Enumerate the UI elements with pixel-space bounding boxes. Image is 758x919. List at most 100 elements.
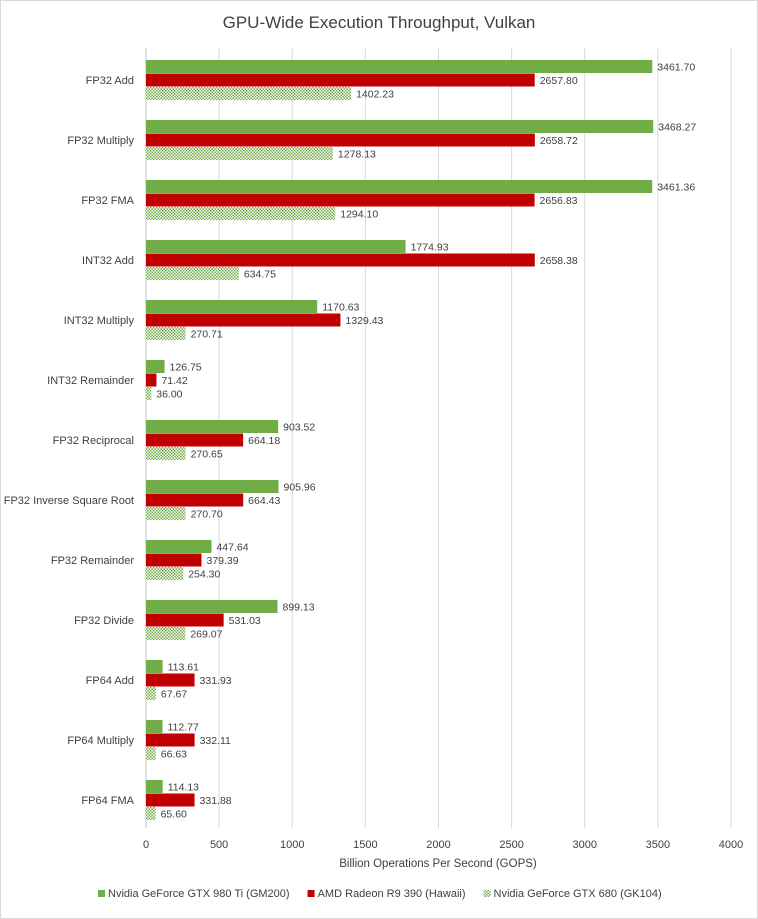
bar <box>146 240 406 253</box>
bar <box>146 780 163 793</box>
category-label: FP64 Add <box>86 675 134 687</box>
bar <box>146 600 278 613</box>
x-tick-label: 4000 <box>719 839 743 851</box>
legend-swatch <box>483 890 491 897</box>
data-label: 114.13 <box>168 782 199 794</box>
bars <box>146 60 654 820</box>
legend-label: Nvidia GeForce GTX 680 (GK104) <box>494 888 662 900</box>
category-label: FP32 Remainder <box>51 555 134 567</box>
bar <box>146 87 352 100</box>
data-label: 2658.72 <box>540 135 578 147</box>
data-label: 664.18 <box>248 435 280 447</box>
data-labels: 3461.70 2657.80 1402.23 3468.27 2658.72 1278.… <box>156 62 696 821</box>
data-label: 331.93 <box>200 675 232 687</box>
bar <box>146 120 654 133</box>
bar <box>146 360 165 373</box>
data-label: 36.00 <box>156 389 182 401</box>
data-label: 447.64 <box>216 542 248 554</box>
data-label: 664.43 <box>248 495 280 507</box>
data-label: 67.67 <box>161 689 187 701</box>
bar <box>146 193 535 207</box>
bar <box>146 567 184 580</box>
data-label: 1402.23 <box>356 89 394 101</box>
x-tick-label: 1500 <box>353 839 377 851</box>
bar <box>146 313 341 327</box>
bar <box>146 480 279 493</box>
data-label: 1329.43 <box>345 315 383 327</box>
category-label: FP32 Divide <box>74 615 134 627</box>
legend-swatch <box>98 890 105 897</box>
bar <box>146 720 163 733</box>
bar <box>146 613 224 627</box>
bar <box>146 660 163 673</box>
data-label: 2656.83 <box>540 195 578 207</box>
data-label: 112.77 <box>167 722 198 734</box>
x-tick-labels: 0 500 1000 1500 2000 2500 3000 3500 4000 <box>143 839 743 851</box>
bar <box>146 807 156 820</box>
data-label: 1170.63 <box>322 302 359 314</box>
bar <box>146 793 195 807</box>
data-label: 66.63 <box>161 749 187 761</box>
data-label: 2658.38 <box>540 255 578 267</box>
category-labels: FP32 Add FP32 Multiply FP32 FMA INT32 Add IN… <box>4 75 135 807</box>
data-label: 65.60 <box>161 809 187 821</box>
data-label: 71.42 <box>161 375 187 387</box>
legend-label: AMD Radeon R9 390 (Hawaii) <box>318 888 466 900</box>
bar <box>146 133 535 147</box>
bar <box>146 60 653 73</box>
category-label: FP32 Multiply <box>67 135 134 147</box>
data-label: 634.75 <box>244 269 276 281</box>
data-label: 270.65 <box>191 449 223 461</box>
bar <box>146 253 535 267</box>
category-label: INT32 Multiply <box>64 315 135 327</box>
data-label: 905.96 <box>283 482 315 494</box>
bar <box>146 447 186 460</box>
category-label: FP32 Add <box>86 75 134 87</box>
data-label: 3461.70 <box>657 62 695 74</box>
data-label: 270.71 <box>191 329 223 341</box>
x-tick-label: 1000 <box>280 839 304 851</box>
legend-label: Nvidia GeForce GTX 980 Ti (GM200) <box>108 888 290 900</box>
legend: Nvidia GeForce GTX 980 Ti (GM200) AMD Rad… <box>98 888 662 900</box>
legend-swatch <box>307 890 315 897</box>
bar <box>146 373 157 387</box>
bar <box>146 433 244 447</box>
bar <box>146 687 156 700</box>
data-label: 1294.10 <box>340 209 378 221</box>
data-label: 1774.93 <box>411 242 449 254</box>
data-label: 269.07 <box>190 629 222 641</box>
bar <box>146 73 535 87</box>
bar <box>146 493 244 507</box>
bar <box>146 507 186 520</box>
data-label: 126.75 <box>170 362 202 374</box>
data-label: 903.52 <box>283 422 315 434</box>
x-axis-title: Billion Operations Per Second (GOPS) <box>339 858 537 870</box>
chart-title: GPU-Wide Execution Throughput, Vulkan <box>223 13 536 32</box>
data-label: 254.30 <box>188 569 220 581</box>
x-tick-label: 500 <box>210 839 228 851</box>
category-label: INT32 Add <box>82 255 134 267</box>
data-label: 332.11 <box>200 735 231 747</box>
bar <box>146 327 186 340</box>
x-tick-label: 2000 <box>426 839 450 851</box>
bar <box>146 673 195 687</box>
x-tick-label: 2500 <box>499 839 523 851</box>
bar <box>146 300 318 313</box>
bar <box>146 540 212 553</box>
category-label: FP32 FMA <box>81 195 134 207</box>
bar <box>146 627 186 640</box>
data-label: 531.03 <box>229 615 261 627</box>
data-label: 331.88 <box>200 795 232 807</box>
x-tick-label: 3500 <box>646 839 670 851</box>
bar <box>146 147 333 160</box>
data-label: 379.39 <box>206 555 238 567</box>
data-label: 3461.36 <box>657 182 695 194</box>
data-label: 270.70 <box>191 509 223 521</box>
data-label: 3468.27 <box>658 122 696 134</box>
data-label: 1278.13 <box>338 149 376 161</box>
category-label: FP32 Reciprocal <box>53 435 134 447</box>
bar <box>146 387 152 400</box>
data-label: 899.13 <box>282 602 314 614</box>
